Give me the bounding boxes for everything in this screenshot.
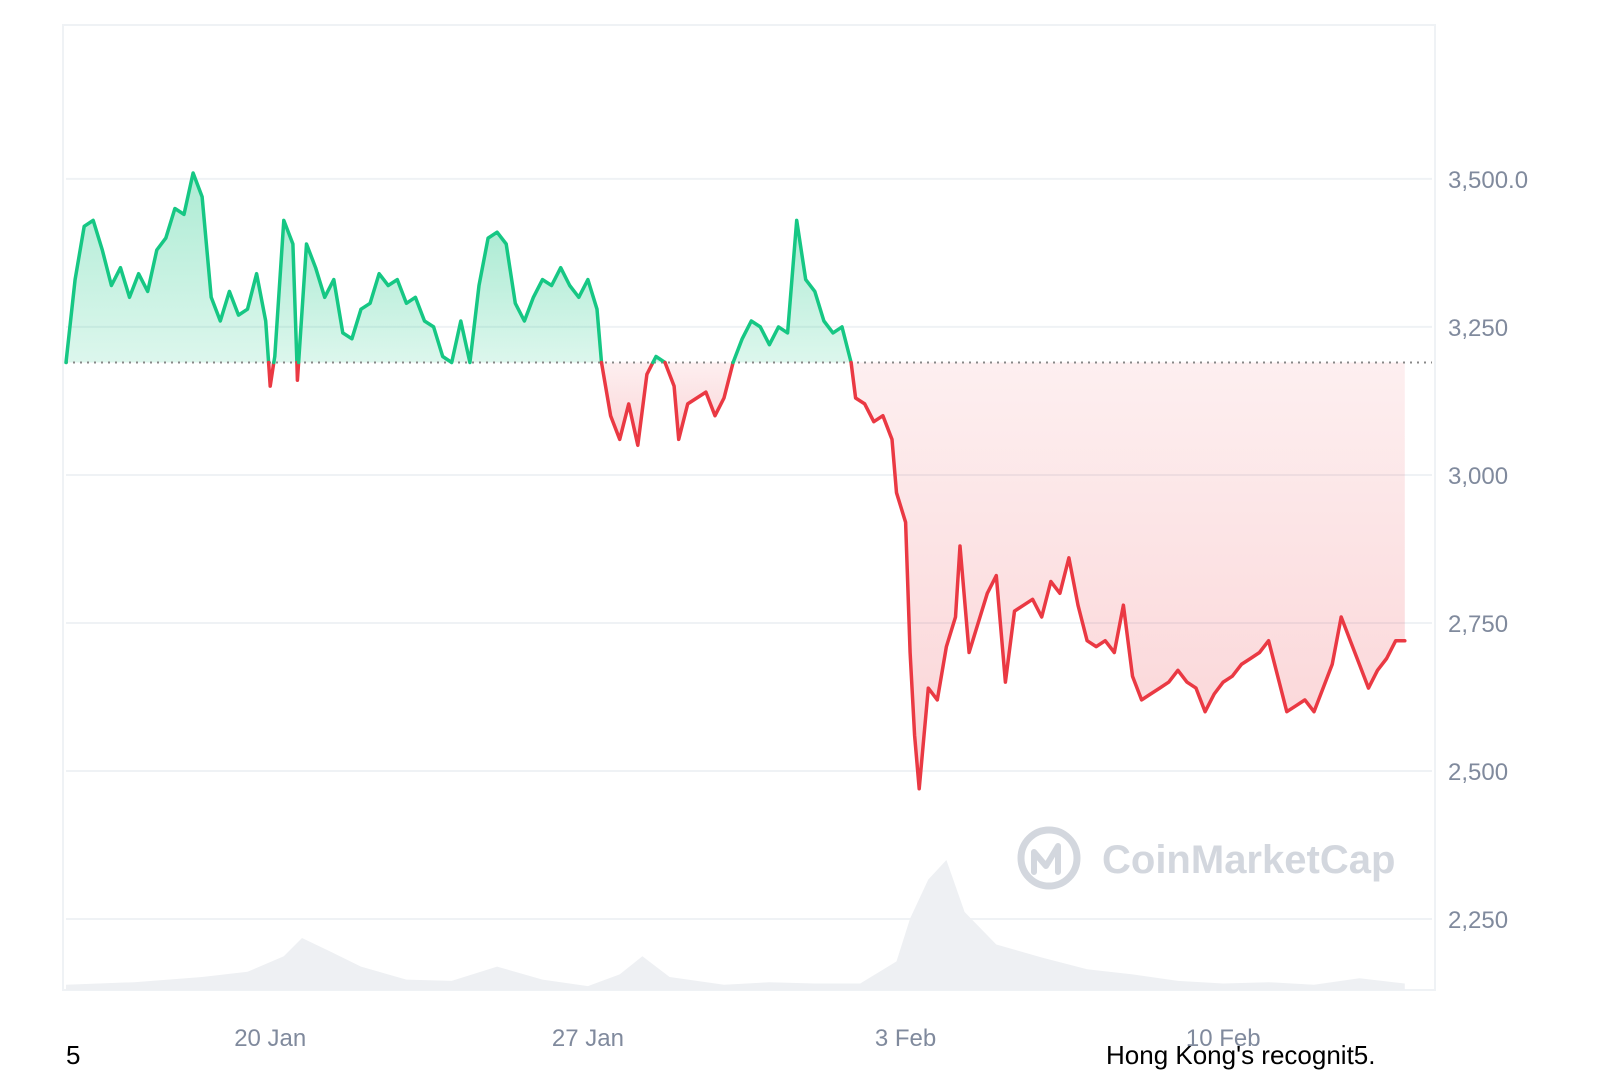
line-segment-down (295, 360, 301, 382)
y-tick-label: 3,250 (1448, 315, 1508, 342)
coinmarketcap-watermark: CoinMarketCap (1017, 826, 1395, 890)
fill-segment-down (851, 362, 1405, 789)
watermark-text: CoinMarketCap (1102, 838, 1395, 882)
price-line (64, 171, 1407, 791)
x-tick-label: 20 Jan (234, 1025, 306, 1052)
line-segment-up (64, 171, 271, 365)
x-tick-label: 10 Feb (1186, 1025, 1261, 1052)
x-tick-label: 3 Feb (875, 1025, 936, 1052)
fill-segment-up (273, 220, 297, 363)
line-segment-down (663, 360, 735, 442)
caption-right: Hong Kong's recognit5. (1106, 1040, 1376, 1070)
x-axis-ticks: 20 Jan 27 Jan 3 Feb 10 Feb (234, 1025, 1260, 1052)
y-tick-label: 3,500.0 (1448, 167, 1528, 194)
y-tick-label: 3,000 (1448, 463, 1508, 490)
line-segment-down (266, 360, 276, 388)
line-segment-down (599, 360, 655, 448)
y-tick-label: 2,750 (1448, 611, 1508, 638)
line-segment-up (651, 354, 667, 365)
y-tick-label: 2,500 (1448, 759, 1508, 786)
y-axis-ticks: 3,500.0 3,250 3,000 2,750 2,500 2,250 (1448, 167, 1528, 934)
caption-left: 5 (66, 1040, 81, 1070)
line-segment-down (849, 360, 1407, 791)
coinmarketcap-m-icon (1031, 843, 1061, 875)
y-tick-label: 2,250 (1448, 907, 1508, 934)
x-tick-label: 27 Jan (552, 1025, 624, 1052)
line-segment-up (296, 230, 604, 365)
line-segment-up (272, 218, 299, 365)
coinmarketcap-logo-icon (1017, 826, 1081, 890)
line-segment-up (731, 218, 853, 365)
fill-segment-up (298, 232, 602, 363)
